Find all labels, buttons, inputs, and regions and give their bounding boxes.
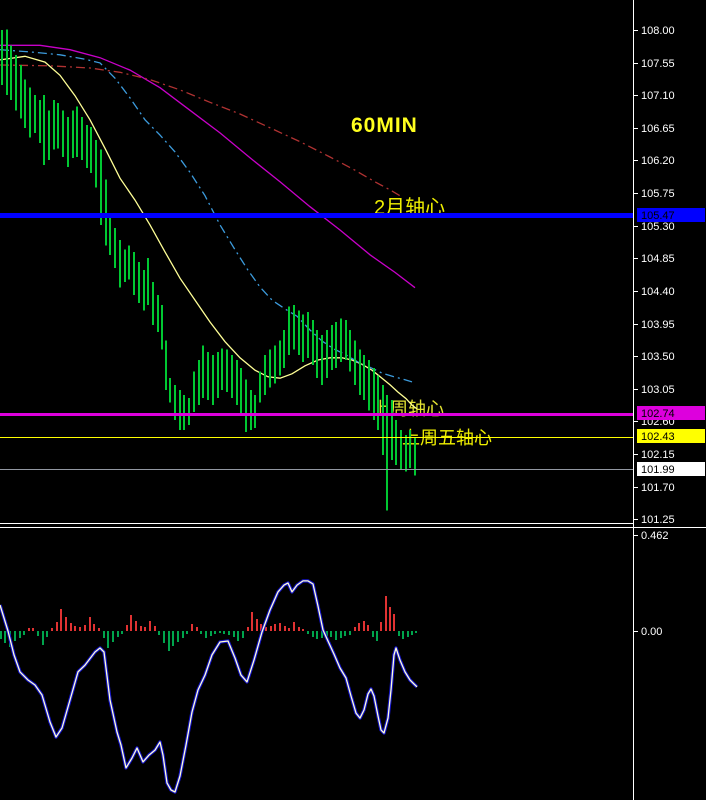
oscillator-line-core: [0, 580, 418, 793]
price-tick-label: 103.50: [641, 351, 675, 363]
candles: [1, 29, 416, 511]
oscillator-histogram: [0, 596, 417, 651]
oscillator-line-outer: [0, 579, 419, 794]
price-tick-label: 105.75: [641, 188, 675, 200]
price-marker-label: 102.43: [641, 431, 675, 443]
price-marker: [637, 429, 705, 443]
oscillator-tick-label: 0.462: [641, 530, 669, 542]
price-axis: 108.45 108.00 107.55 107.10 106.65 106.20 105.…: [633, 0, 705, 800]
price-marker-label: 105.47: [641, 210, 675, 222]
price-tick-label: 102.15: [641, 449, 675, 461]
price-tick-label: 107.10: [641, 90, 675, 102]
ma-slowest-red-line: [0, 64, 401, 197]
horizontal-lines: [0, 213, 633, 524]
price-tick-label: 104.40: [641, 286, 675, 298]
price-tick-label: 101.70: [641, 482, 675, 494]
price-tick-label: 101.25: [641, 514, 675, 526]
oscillator-tick-label: 0.00: [641, 626, 662, 638]
price-marker: [637, 208, 705, 222]
price-marker: [637, 406, 705, 420]
ma-slow-magenta-line: [0, 44, 416, 289]
ma-mid-cyan-line: [0, 49, 413, 383]
price-tick-label: 108.45: [641, 0, 675, 3]
price-tick-label: 105.30: [641, 221, 675, 233]
price-marker: [637, 462, 705, 476]
price-marker-label: 101.99: [641, 464, 675, 476]
price-tick-label: 103.05: [641, 384, 675, 396]
timeframe-label: 60MIN: [351, 114, 418, 137]
price-tick-label: 106.20: [641, 155, 675, 167]
price-tick-label: 104.85: [641, 253, 675, 265]
price-marker-label: 102.74: [641, 408, 675, 420]
price-tick-label: 108.00: [641, 25, 675, 37]
moving-averages: [0, 44, 418, 410]
price-tick-label: 107.55: [641, 58, 675, 70]
price-tick-label: 103.95: [641, 319, 675, 331]
price-tick-label: 106.65: [641, 123, 675, 135]
